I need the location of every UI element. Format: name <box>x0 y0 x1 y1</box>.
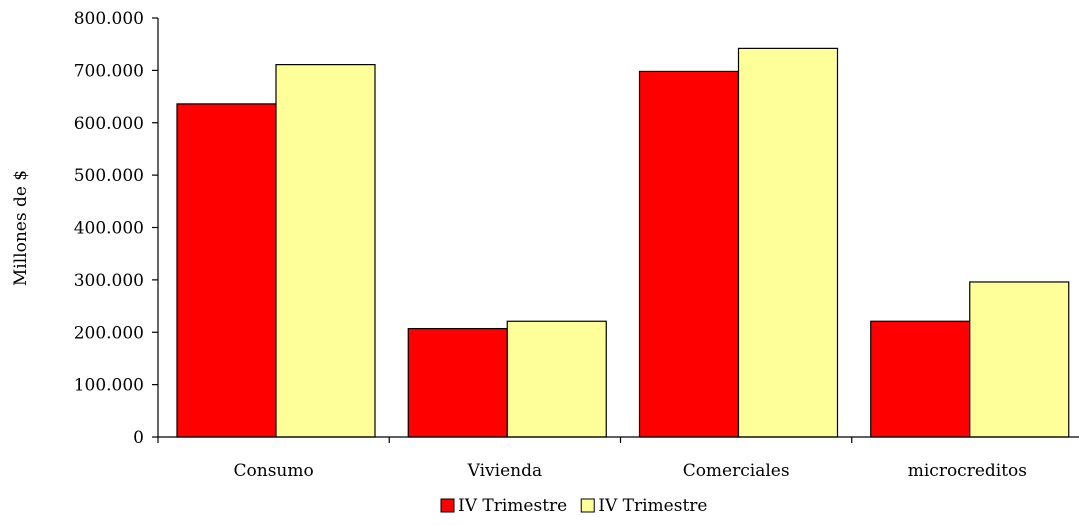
legend-swatch-series-2 <box>580 498 595 513</box>
bar-consumo-series-1 <box>176 103 277 438</box>
bar-comerciales-series-2 <box>737 47 839 438</box>
y-tick-label: 400.000 <box>74 219 144 239</box>
y-tick-label: 600.000 <box>74 114 144 134</box>
bar-vivienda-series-1 <box>407 327 508 438</box>
y-tick-label: 0 <box>133 428 144 448</box>
y-tick-label: 200.000 <box>74 323 144 343</box>
bar-consumo-series-2 <box>275 64 376 438</box>
y-axis-title: Millones de $ <box>11 170 31 286</box>
x-category-label: Comerciales <box>683 461 790 481</box>
x-category-label: Consumo <box>234 461 314 481</box>
y-tick-label: 800.000 <box>74 9 144 29</box>
x-category-label: Vivienda <box>467 461 542 481</box>
bar-microcreditos-series-2 <box>969 281 1070 438</box>
x-category-label: microcreditos <box>908 461 1027 481</box>
legend: IV Trimestre IV Trimestre <box>440 496 707 516</box>
y-tick-label: 500.000 <box>74 166 144 186</box>
plot-area: 0 100.000 200.000 300.000 400.000 500.000 600.… <box>74 9 1079 481</box>
bar-vivienda-series-2 <box>506 320 607 438</box>
y-tick-label: 700.000 <box>74 61 144 81</box>
bar-microcreditos-series-1 <box>870 320 971 438</box>
legend-swatch-series-1 <box>440 498 455 513</box>
legend-label-series-1: IV Trimestre <box>458 496 567 516</box>
bar-comerciales-series-1 <box>638 70 740 438</box>
legend-label-series-2: IV Trimestre <box>598 496 707 516</box>
y-tick-label: 100.000 <box>74 376 144 396</box>
y-tick-label: 300.000 <box>74 271 144 291</box>
